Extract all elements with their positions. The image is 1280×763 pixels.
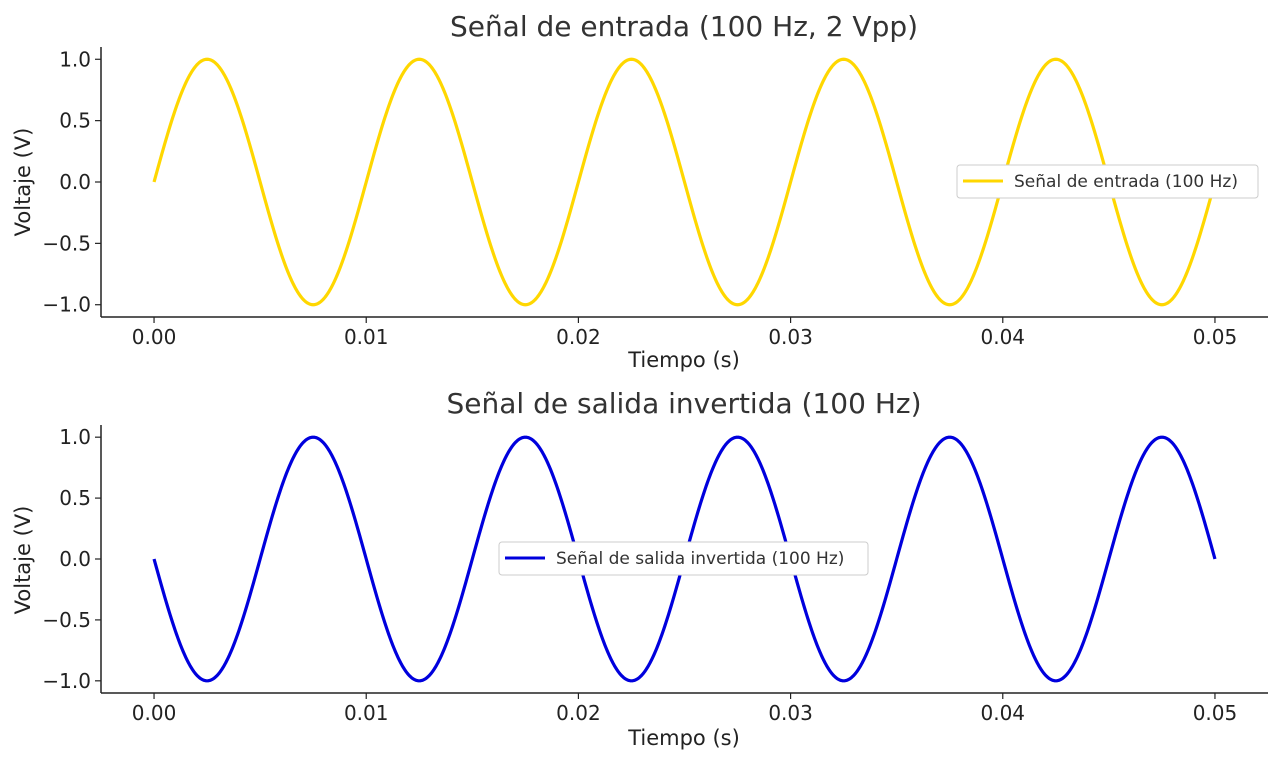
y-tick-label: 0.5 bbox=[59, 486, 91, 510]
x-tick-label: 0.03 bbox=[768, 701, 813, 725]
y-tick-label: 1.0 bbox=[59, 47, 91, 71]
chart-title: Señal de entrada (100 Hz, 2 Vpp) bbox=[450, 10, 918, 43]
x-axis-label: Tiempo (s) bbox=[627, 726, 740, 750]
y-tick-label: −0.5 bbox=[42, 608, 91, 632]
x-axis-label: Tiempo (s) bbox=[627, 348, 740, 372]
y-tick-label: 0.5 bbox=[59, 109, 91, 133]
legend: Señal de salida invertida (100 Hz) bbox=[498, 541, 869, 576]
x-tick-label: 0.02 bbox=[556, 701, 601, 725]
x-tick-label: 0.01 bbox=[344, 701, 389, 725]
legend-box bbox=[956, 164, 1259, 199]
x-tick-label: 0.03 bbox=[768, 325, 813, 349]
series-layer bbox=[152, 57, 1217, 307]
y-tick-label: 1.0 bbox=[59, 425, 91, 449]
output-signal-chart: Señal de salida invertida (100 Hz) 0.00 0… bbox=[11, 387, 1268, 750]
legend-box bbox=[498, 541, 869, 576]
legend-label: Señal de entrada (100 Hz) bbox=[1014, 172, 1238, 192]
ticks-layer: 0.00 0.01 0.02 0.03 0.04 0.05 1.0 0.5 0.0 −0.5 −1.… bbox=[42, 425, 1237, 725]
x-tick-label: 0.00 bbox=[132, 325, 177, 349]
legend: Señal de entrada (100 Hz) bbox=[956, 164, 1259, 199]
x-tick-label: 0.05 bbox=[1193, 701, 1238, 725]
x-tick-label: 0.00 bbox=[132, 701, 177, 725]
y-axis-label: Voltaje (V) bbox=[11, 128, 35, 237]
legend-label: Señal de salida invertida (100 Hz) bbox=[556, 549, 844, 569]
x-tick-label: 0.04 bbox=[981, 325, 1026, 349]
ticks-layer: 0.00 0.01 0.02 0.03 0.04 0.05 1.0 0.5 0.0 −0.5 −1.… bbox=[42, 47, 1237, 349]
input-signal-chart: Señal de entrada (100 Hz, 2 Vpp) 0.00 0.0… bbox=[11, 10, 1268, 372]
chart-title: Señal de salida invertida (100 Hz) bbox=[447, 387, 922, 420]
x-tick-label: 0.02 bbox=[556, 325, 601, 349]
y-tick-label: 0.0 bbox=[59, 547, 91, 571]
x-tick-label: 0.01 bbox=[344, 325, 389, 349]
y-tick-label: −1.0 bbox=[42, 293, 91, 317]
series-line-0 bbox=[152, 57, 1217, 307]
y-tick-label: 0.0 bbox=[59, 170, 91, 194]
y-tick-label: −1.0 bbox=[42, 669, 91, 693]
x-tick-label: 0.05 bbox=[1193, 325, 1238, 349]
x-tick-label: 0.04 bbox=[981, 701, 1026, 725]
y-tick-label: −0.5 bbox=[42, 231, 91, 255]
y-axis-label: Voltaje (V) bbox=[11, 506, 35, 615]
